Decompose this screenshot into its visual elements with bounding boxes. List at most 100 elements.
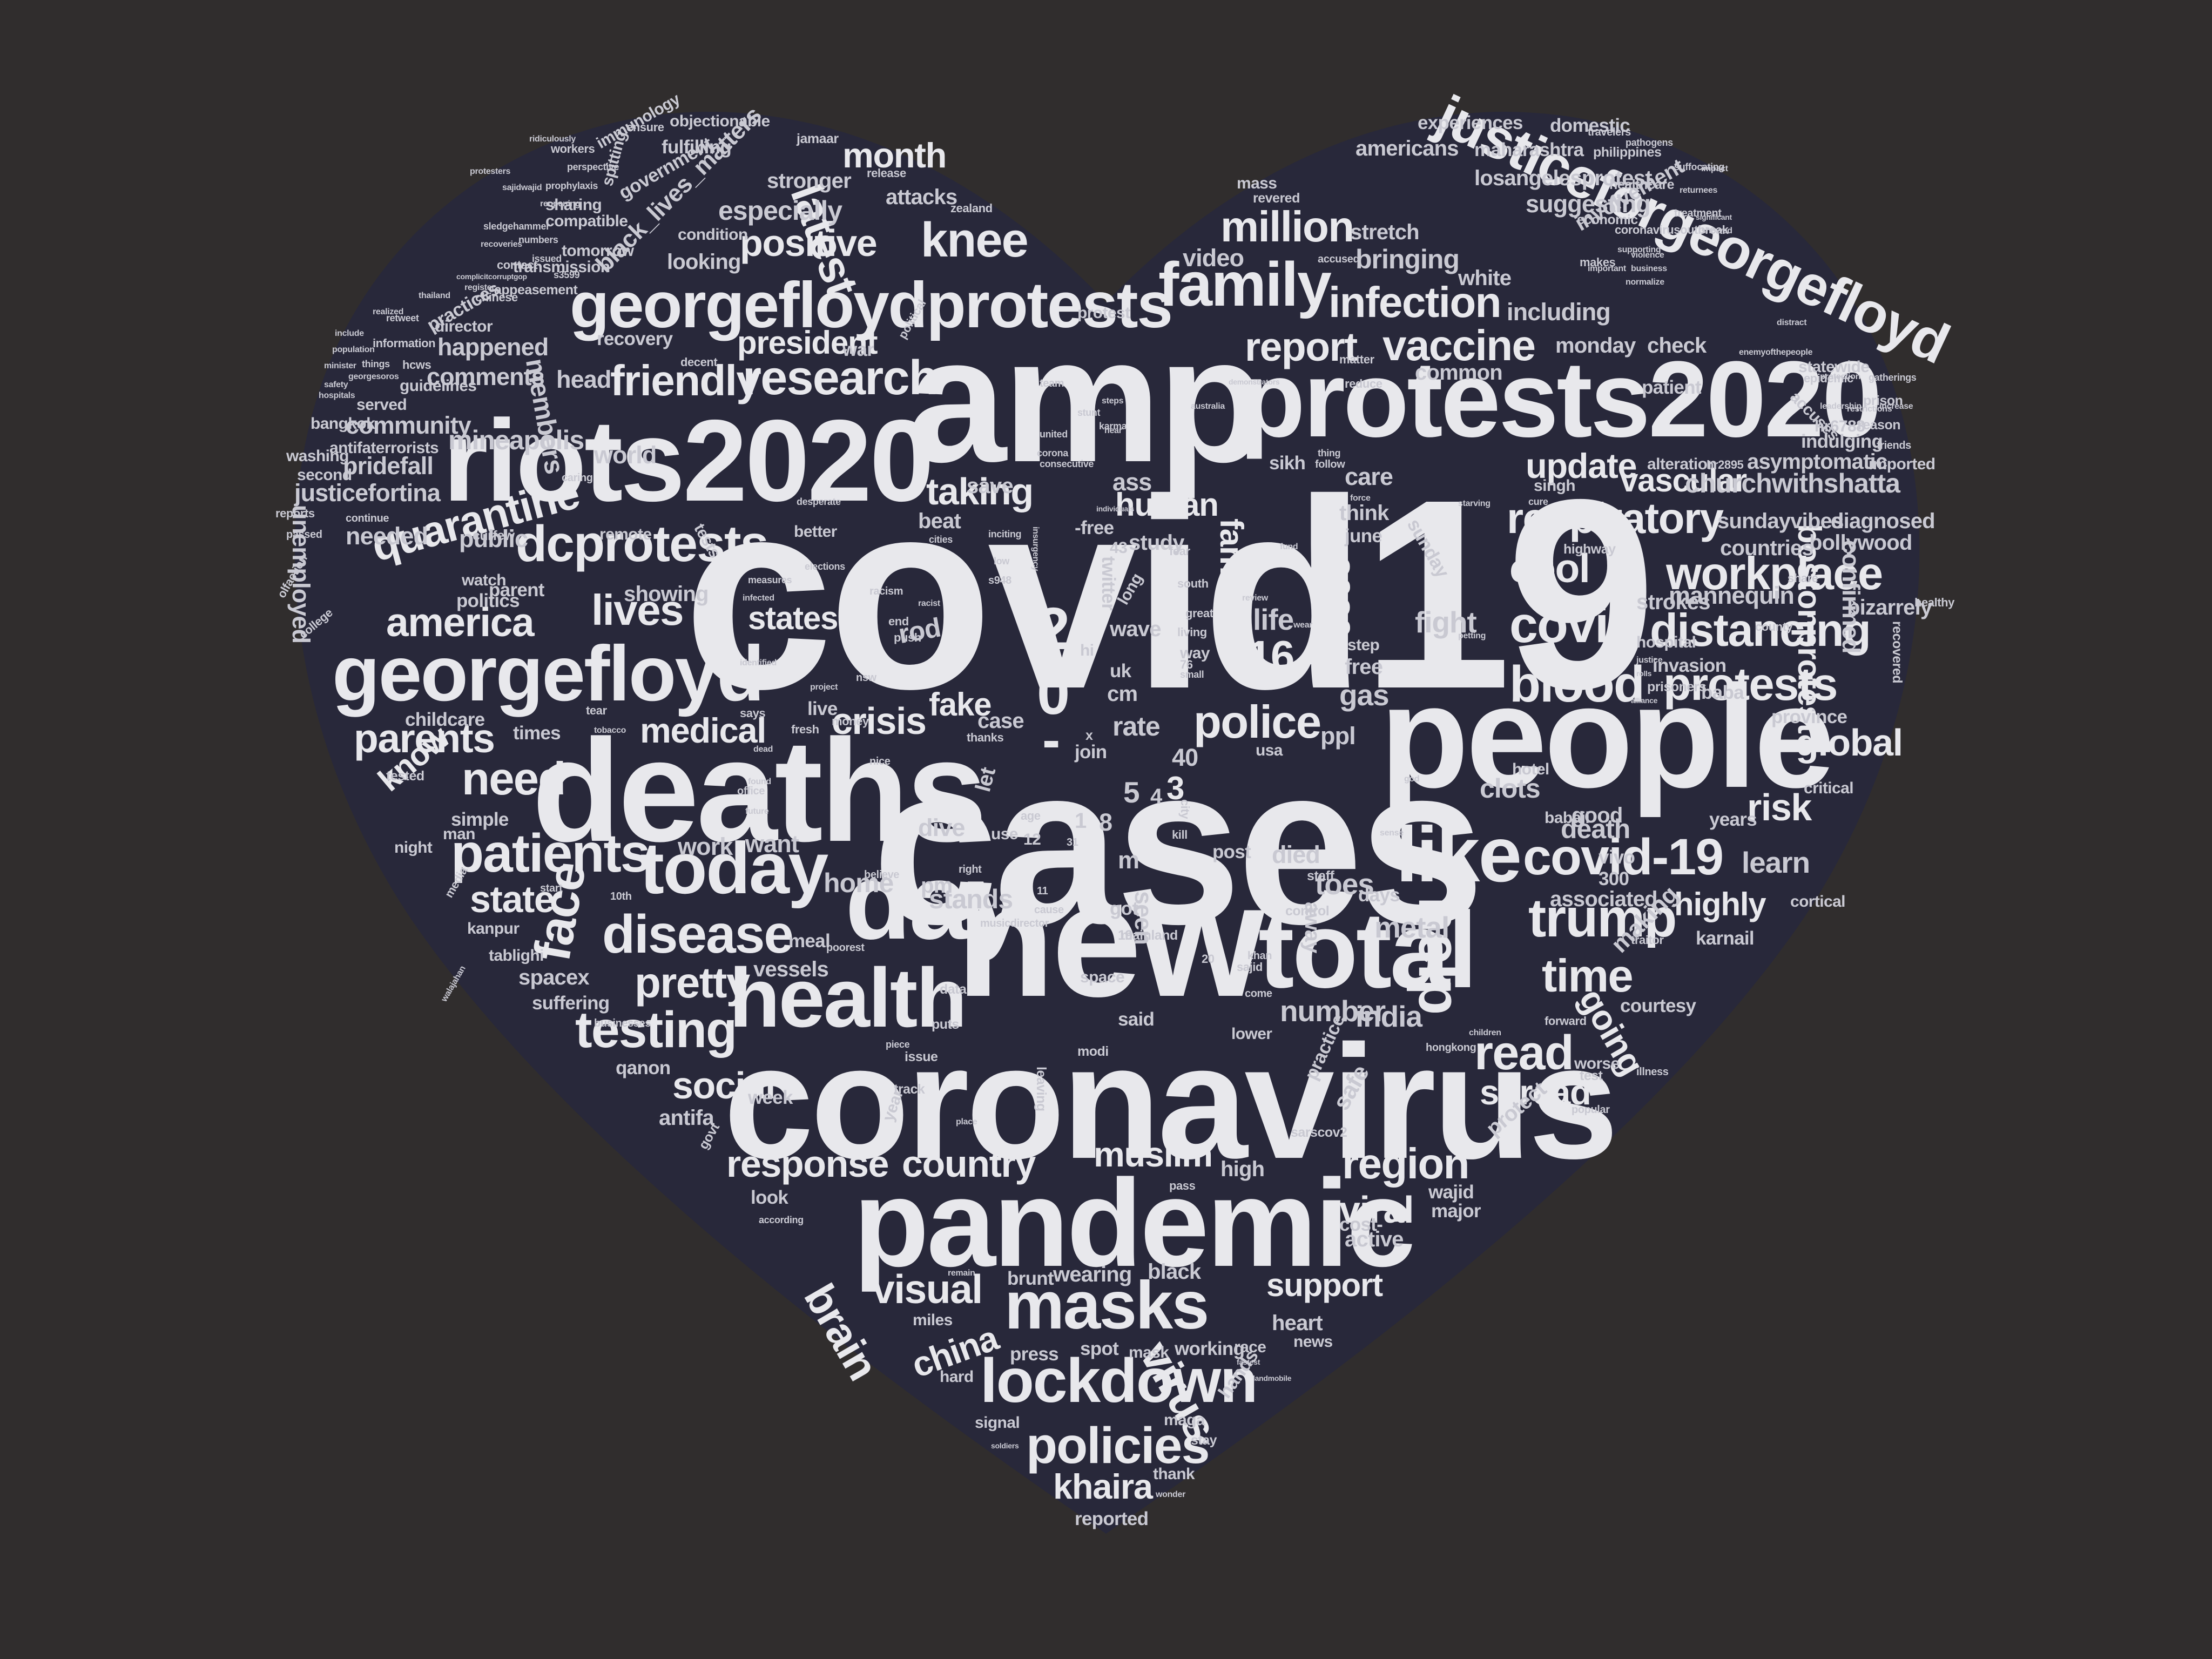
word-test: test	[1580, 1068, 1603, 1083]
word-great: great	[1185, 606, 1213, 620]
word-trump: trump	[1528, 888, 1677, 948]
word-india: india	[1355, 1000, 1422, 1033]
word-strokes: strokes	[1636, 590, 1711, 614]
word-eight: 8	[1099, 808, 1112, 836]
word-travelers: travelers	[1588, 126, 1631, 138]
word-global: global	[1796, 721, 1903, 764]
heart-background	[294, 112, 1920, 1534]
word-supporting: supporting	[1617, 245, 1661, 254]
word-cm: cm	[1107, 682, 1138, 706]
word-wearing: wearing	[1053, 1263, 1132, 1286]
word-mineapolis: mineapolis	[448, 425, 584, 455]
word-mainland: mainland	[1121, 928, 1178, 943]
word-stay: stay	[1191, 1433, 1217, 1448]
word-gatherings: gatherings	[1869, 372, 1917, 383]
word-fresh: fresh	[791, 723, 819, 736]
word-care: care	[1345, 463, 1393, 490]
word-white: white	[1458, 266, 1512, 290]
word-enemyofthepeople: enemyofthepeople	[1739, 348, 1813, 357]
word-decent: decent	[680, 355, 718, 369]
word-covid: covid	[1509, 596, 1640, 653]
word-tenth: 10th	[610, 891, 632, 902]
word-treatment: treatment	[1674, 207, 1722, 219]
word-philippines: philippines	[1593, 145, 1662, 160]
word-traitor: traitor	[1631, 933, 1664, 947]
word-attacks: attacks	[886, 185, 957, 209]
word-cases: cases	[872, 718, 1485, 972]
word-free: free	[1345, 655, 1383, 679]
word-prisoners: prisoners	[1647, 679, 1707, 694]
word-covid19: covid19	[683, 443, 1656, 745]
word-protests: protests	[1663, 659, 1838, 710]
word-musicdirector: musicdirector	[980, 918, 1049, 929]
word-courtesy: courtesy	[1620, 995, 1696, 1016]
word-justice: justice	[1636, 656, 1663, 665]
word-medical: medical	[640, 711, 766, 750]
word-city: city	[1178, 799, 1192, 819]
word-coronavirusoutbreak: coronavirusoutbreak	[1615, 223, 1729, 237]
word-respiratory: respiratory	[1507, 494, 1724, 542]
word-issue: issue	[905, 1049, 938, 1064]
word-recovery: recovery	[597, 328, 673, 349]
word-highway: highway	[1563, 542, 1616, 557]
word-suffering: suffering	[532, 993, 610, 1014]
word-popular: popular	[1572, 1104, 1610, 1116]
word-two: 2	[1037, 596, 1070, 662]
word-news: news	[1293, 1333, 1333, 1351]
word-americans: americans	[1355, 137, 1459, 160]
word-businesses: businesses	[594, 1017, 651, 1029]
word-reports: reports	[275, 507, 315, 520]
word-spacex: spacex	[518, 966, 590, 989]
word-recovered: recovered	[1890, 621, 1905, 684]
word-measures: measures	[748, 575, 792, 585]
word-sajid: sajid	[1237, 960, 1263, 974]
word-ensure: ensure	[626, 120, 664, 134]
word-gas: gas	[1339, 678, 1390, 712]
word-fortythree: 43	[1110, 539, 1128, 557]
word-landmobile: landmobile	[1253, 1374, 1292, 1382]
word-identified: identified	[740, 658, 777, 667]
word-age: age	[1021, 809, 1041, 822]
word-chinese: chinese	[475, 291, 518, 304]
word-served: served	[356, 396, 407, 414]
word-appeasement: appeasement	[494, 282, 578, 298]
word-curfew: curfew	[473, 528, 515, 543]
word-infected: infected	[743, 594, 774, 603]
word-post: post	[1212, 841, 1251, 862]
word-continue: continue	[346, 512, 389, 524]
word-place: place	[956, 1117, 977, 1127]
word-covid-19: covid-19	[1523, 828, 1724, 886]
word-piece: piece	[886, 1039, 910, 1050]
word-mask: mask	[1129, 1344, 1169, 1361]
word-three: 3	[1166, 770, 1184, 806]
word-work: work	[678, 833, 733, 860]
word-free2: -free	[1075, 517, 1114, 538]
word-patient: patient	[1642, 377, 1702, 398]
word-live: live	[807, 698, 838, 719]
word-days: days	[1358, 885, 1400, 906]
word-night: night	[394, 839, 433, 857]
word-t-letter: t	[1075, 875, 1085, 912]
word-head: head	[556, 366, 611, 393]
word-wear: wear	[1293, 621, 1313, 630]
word-petting: petting	[1458, 631, 1486, 640]
word-maga: maga	[1164, 1411, 1205, 1429]
word-protest: protest	[1077, 304, 1130, 322]
word-number: number	[1280, 994, 1386, 1028]
word-use: use	[991, 825, 1019, 843]
word-check: check	[1647, 334, 1707, 358]
word-puts: puts	[932, 1017, 959, 1032]
word-muslim: muslim	[1094, 1135, 1213, 1174]
word-hongkong: hongkong	[1426, 1042, 1476, 1054]
word-usa: usa	[1256, 741, 1283, 759]
word-distancing: distancing	[1650, 605, 1871, 656]
word-blood: blood	[1509, 656, 1645, 713]
word-tomorrow: tomorrow	[562, 242, 634, 260]
word-community: community	[346, 412, 471, 439]
word-day: day	[845, 841, 1027, 962]
word-friends: friends	[1877, 440, 1911, 451]
word-georgefloyd: georgefloyd	[332, 630, 765, 717]
word-suffocating: suffocating	[1674, 161, 1725, 172]
word-knee: knee	[921, 213, 1029, 267]
word-washing: washing	[286, 447, 349, 465]
